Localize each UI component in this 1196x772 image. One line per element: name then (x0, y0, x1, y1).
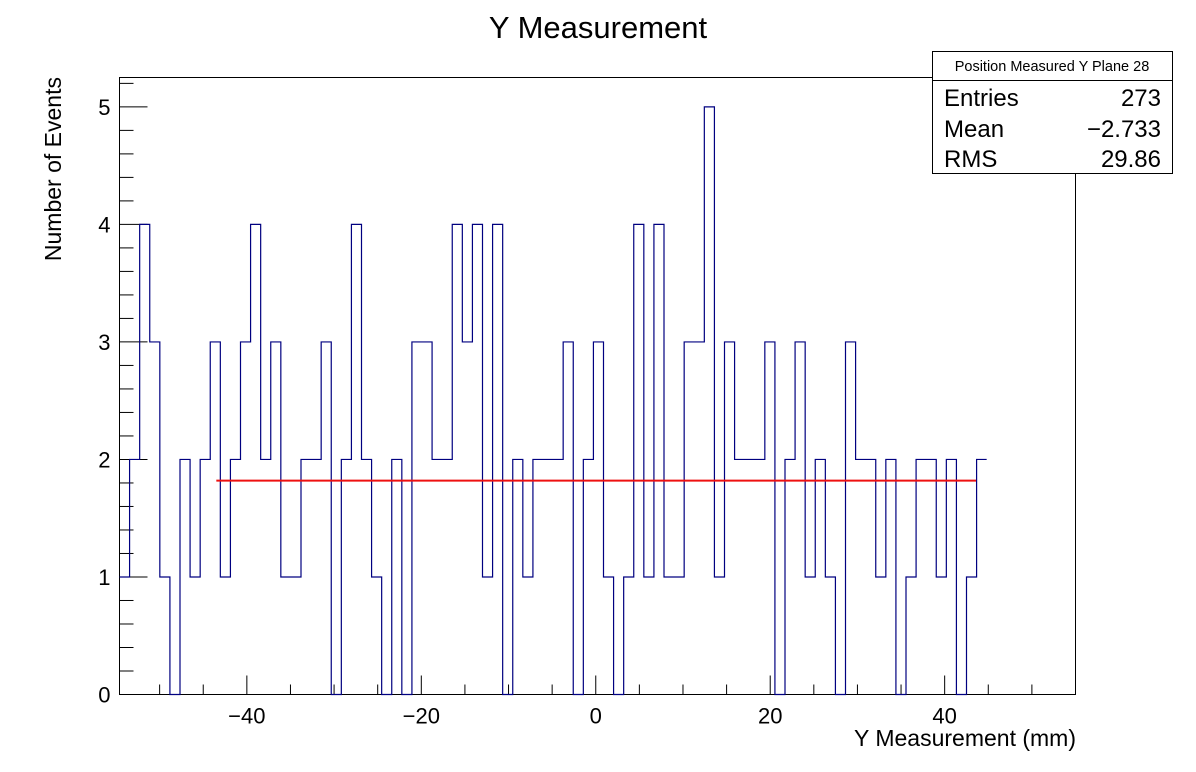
x-tick-label: 20 (758, 704, 782, 729)
x-minor-ticks (159, 684, 1033, 695)
stats-box: Position Measured Y Plane 28 Entries 273… (932, 51, 1173, 174)
stats-box-frame (932, 51, 1173, 174)
y-axis-ticks: 0 1 2 3 4 5 (98, 95, 148, 708)
stats-entries-value: 273 (1121, 85, 1161, 112)
stats-rms-value: 29.86 (1101, 146, 1161, 173)
y-minor-ticks (119, 82, 134, 672)
plot-frame (119, 77, 1076, 695)
y-tick-label: 5 (98, 95, 110, 120)
chart-title: Y Measurement (489, 10, 708, 45)
x-tick-label: −20 (403, 704, 440, 729)
stats-rms-label: RMS (944, 146, 997, 173)
x-tick-label: 40 (932, 704, 956, 729)
y-tick-label: 4 (98, 212, 110, 237)
x-axis-ticks: −40 −20 0 20 40 (228, 675, 957, 729)
y-tick-label: 1 (98, 565, 110, 590)
y-axis-label: Number of Events (40, 77, 66, 261)
x-tick-label: −40 (228, 704, 265, 729)
stats-mean-label: Mean (944, 116, 1004, 143)
y-tick-label: 3 (98, 330, 110, 355)
histogram-series (119, 106, 987, 696)
stats-mean-value: −2.733 (1087, 116, 1161, 143)
x-tick-label: 0 (590, 704, 602, 729)
stats-box-title: Position Measured Y Plane 28 (955, 59, 1150, 75)
x-axis-label: Y Measurement (mm) (854, 725, 1076, 751)
y-tick-label: 0 (98, 683, 110, 708)
y-tick-label: 2 (98, 447, 110, 472)
stats-entries-label: Entries (944, 85, 1019, 112)
